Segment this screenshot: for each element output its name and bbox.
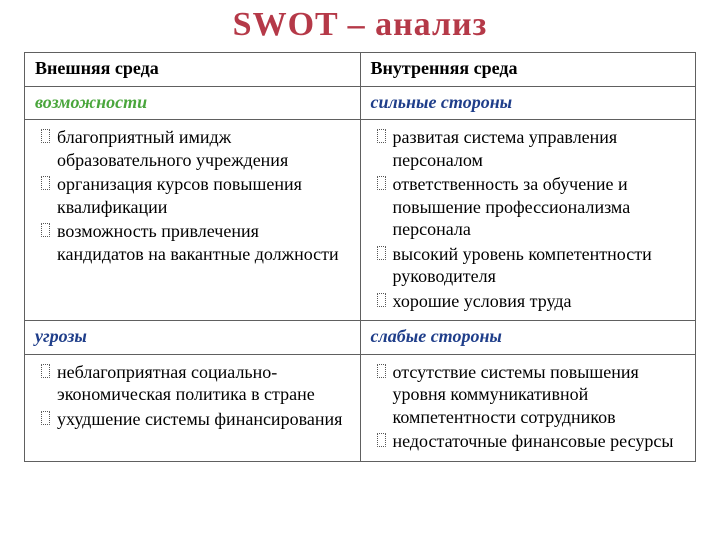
slide: SWOT – анализ Внешняя среда Внутренняя с… <box>0 0 720 540</box>
list-item: ответственность за обучение и повышение … <box>377 173 686 241</box>
table-row: угрозы слабые стороны <box>25 321 696 355</box>
table-row: Внешняя среда Внутренняя среда <box>25 53 696 87</box>
cell-opportunities: благоприятный имидж образовательного учр… <box>25 120 361 321</box>
list-opportunities: благоприятный имидж образовательного учр… <box>35 126 350 265</box>
list-item: неблагоприятная социально-экономическая … <box>41 361 350 406</box>
subheader-weaknesses: слабые стороны <box>360 321 696 355</box>
list-item: организация курсов повышения квалификаци… <box>41 173 350 218</box>
swot-table: Внешняя среда Внутренняя среда возможнос… <box>24 52 696 462</box>
list-threats: неблагоприятная социально-экономическая … <box>35 361 350 431</box>
list-item: недостаточные финансовые ресурсы <box>377 430 686 453</box>
table-row: неблагоприятная социально-экономическая … <box>25 354 696 461</box>
header-internal: Внутренняя среда <box>360 53 696 87</box>
subheader-strengths: сильные стороны <box>360 86 696 120</box>
cell-weaknesses: отсутствие системы повышения уровня комм… <box>360 354 696 461</box>
list-item: высокий уровень компетентности руководит… <box>377 243 686 288</box>
list-item: хорошие условия труда <box>377 290 686 313</box>
subheader-opportunities: возможности <box>25 86 361 120</box>
list-item: развитая система управления персоналом <box>377 126 686 171</box>
table-row: возможности сильные стороны <box>25 86 696 120</box>
list-item: отсутствие системы повышения уровня комм… <box>377 361 686 429</box>
cell-threats: неблагоприятная социально-экономическая … <box>25 354 361 461</box>
table-row: благоприятный имидж образовательного учр… <box>25 120 696 321</box>
header-external: Внешняя среда <box>25 53 361 87</box>
cell-strengths: развитая система управления персоналом о… <box>360 120 696 321</box>
list-item: возможность привлечения кандидатов на ва… <box>41 220 350 265</box>
subheader-threats: угрозы <box>25 321 361 355</box>
page-title: SWOT – анализ <box>24 6 696 44</box>
list-item: ухудшение системы финансирования <box>41 408 350 431</box>
list-weaknesses: отсутствие системы повышения уровня комм… <box>371 361 686 453</box>
list-item: благоприятный имидж образовательного учр… <box>41 126 350 171</box>
list-strengths: развитая система управления персоналом о… <box>371 126 686 312</box>
